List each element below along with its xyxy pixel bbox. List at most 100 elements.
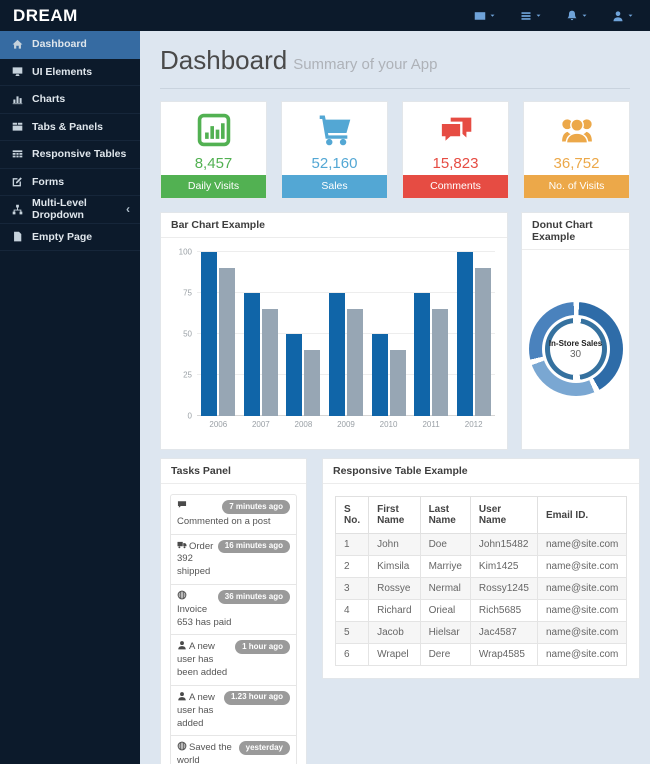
page-title: Dashboard	[160, 45, 288, 75]
users-icon	[561, 118, 592, 144]
notifications-menu[interactable]	[566, 10, 588, 22]
table-cell: Rossye	[368, 577, 421, 600]
stat-value: 36,752	[553, 155, 600, 172]
chart-icon	[12, 96, 23, 104]
time-badge: 1 hour ago	[235, 640, 290, 655]
tabs-icon	[12, 122, 23, 131]
column-header: User Name	[469, 496, 538, 534]
sidebar-item-responsive-tables[interactable]: Responsive Tables	[0, 141, 140, 169]
stat-cards-row: 8,457 Daily Visits 52,160 Sales 15,823 Commen…	[160, 101, 630, 199]
task-item[interactable]: 36 minutes ago Invoice 653 has paid	[171, 584, 296, 634]
caret-down-icon	[628, 14, 633, 17]
chevron-left-icon: ‹	[126, 202, 130, 217]
bar-series-1[interactable]	[243, 293, 260, 416]
donut-center-label: In-Store Sales	[548, 338, 603, 348]
bar-series-2[interactable]	[261, 309, 278, 416]
bar-series-2[interactable]	[346, 309, 363, 416]
stat-label[interactable]: Daily Visits	[161, 175, 266, 198]
column-header: Email ID.	[536, 496, 628, 534]
table-cell: Wrapel	[368, 643, 421, 666]
table-row[interactable]: 3 Rossye Nermal Rossy1245 name@site.com	[334, 577, 628, 600]
column-header: S No.	[334, 496, 370, 534]
sidebar-item-charts[interactable]: Charts	[0, 86, 140, 114]
bar-series-2[interactable]	[474, 268, 491, 416]
task-item[interactable]: 7 minutes ago Commented on a post	[171, 495, 296, 534]
table-row[interactable]: 4 Richard Orieal Rich5685 name@site.com	[334, 599, 628, 622]
table-row[interactable]: 2 Kimsila Marriye Kim1425 name@site.com	[334, 555, 628, 578]
task-text: Invoice 653 has paid	[177, 603, 232, 628]
bar-group-2007	[243, 252, 279, 416]
user-icon	[613, 10, 623, 21]
stat-label[interactable]: Comments	[403, 175, 508, 198]
x-axis-label: 2006	[209, 420, 228, 429]
table-cell: 4	[334, 599, 370, 622]
bar-series-1[interactable]	[456, 252, 473, 416]
task-item[interactable]: 1.23 hour ago A new user has added	[171, 684, 296, 735]
donut-chart-panel: Donut Chart Example In-Store Sales 30	[521, 212, 630, 450]
messages-menu[interactable]	[474, 10, 496, 22]
bar-series-2[interactable]	[432, 309, 449, 416]
table-cell: 5	[334, 621, 370, 644]
y-axis-tick: 100	[178, 247, 192, 257]
sidebar-item-dashboard[interactable]: Dashboard	[0, 31, 140, 59]
task-item[interactable]: 1 hour ago A new user has been added	[171, 634, 296, 684]
sidebar: Dashboard UI Elements Charts Tabs & Panels R…	[0, 31, 140, 764]
task-item[interactable]: yesterday Saved the world	[171, 735, 296, 764]
top-navbar: DREAM	[0, 0, 650, 31]
table-cell: Dere	[419, 643, 471, 666]
stat-card-comments: 15,823 Comments	[402, 101, 509, 199]
time-badge: 1.23 hour ago	[223, 690, 290, 705]
bar-series-2[interactable]	[219, 268, 236, 416]
bar-group-2011	[413, 252, 449, 416]
sidebar-item-forms[interactable]: Forms	[0, 169, 140, 196]
bar-series-2[interactable]	[389, 350, 406, 416]
table-cell: Marriye	[419, 555, 471, 578]
data-table: S No. First Name Last Name User Name Email I…	[334, 496, 628, 666]
responsive-table-panel: Responsive Table Example S No. First Name…	[322, 458, 641, 679]
task-text: Commented on a post	[177, 515, 271, 527]
sidebar-item-empty-page[interactable]: Empty Page	[0, 224, 140, 251]
column-header: Last Name	[419, 496, 471, 534]
tasks-panel-title: Tasks Panel	[161, 459, 306, 484]
bar-series-1[interactable]	[371, 334, 388, 416]
table-cell: 2	[334, 555, 370, 578]
time-badge: yesterday	[238, 741, 290, 756]
table-cell: Kimsila	[368, 555, 421, 578]
time-badge: 36 minutes ago	[217, 590, 290, 604]
table-cell: Jac4587	[469, 621, 538, 644]
bar-series-2[interactable]	[304, 350, 321, 416]
tasks-menu[interactable]	[520, 10, 542, 22]
time-badge: 7 minutes ago	[222, 500, 290, 514]
table-cell: Orieal	[419, 599, 471, 622]
globe-icon	[177, 590, 187, 600]
globe-icon	[177, 741, 187, 751]
table-cell: John	[368, 533, 421, 556]
sidebar-item-tabs-panels[interactable]: Tabs & Panels	[0, 114, 140, 141]
task-item[interactable]: 16 minutes ago Order 392 shipped	[171, 533, 296, 584]
caret-down-icon	[536, 14, 541, 17]
y-axis-tick: 0	[187, 411, 192, 421]
bar-series-1[interactable]	[328, 293, 345, 416]
stat-value: 52,160	[311, 155, 358, 172]
task-text: A new user has been added	[177, 641, 228, 679]
stat-label[interactable]: No. of Visits	[524, 175, 629, 198]
edit-icon	[12, 177, 22, 187]
table-row[interactable]: 5 Jacob Hielsar Jac4587 name@site.com	[334, 621, 628, 644]
donut-chart: In-Store Sales 30	[528, 302, 623, 396]
bar-series-1[interactable]	[286, 334, 303, 416]
table-row[interactable]: 1 John Doe John15482 name@site.com	[334, 533, 628, 556]
app-logo: DREAM	[13, 5, 78, 25]
table-cell: 6	[334, 643, 370, 666]
user-menu[interactable]	[612, 10, 634, 22]
column-header: First Name	[368, 496, 421, 534]
sidebar-item-multi-level-dropdown[interactable]: Multi-Level Dropdown ‹	[0, 196, 140, 224]
bar-series-1[interactable]	[201, 252, 218, 416]
page-header: Dashboard Summary of your App	[160, 39, 630, 89]
table-row[interactable]: 6 Wrapel Dere Wrap4585 name@site.com	[334, 643, 628, 666]
bar-group-2008	[285, 252, 321, 416]
sidebar-item-ui-elements[interactable]: UI Elements	[0, 59, 140, 86]
table-cell: name@site.com	[536, 577, 628, 600]
bar-series-1[interactable]	[414, 293, 431, 416]
stat-label[interactable]: Sales	[282, 175, 387, 198]
table-cell: Jacob	[368, 621, 421, 644]
